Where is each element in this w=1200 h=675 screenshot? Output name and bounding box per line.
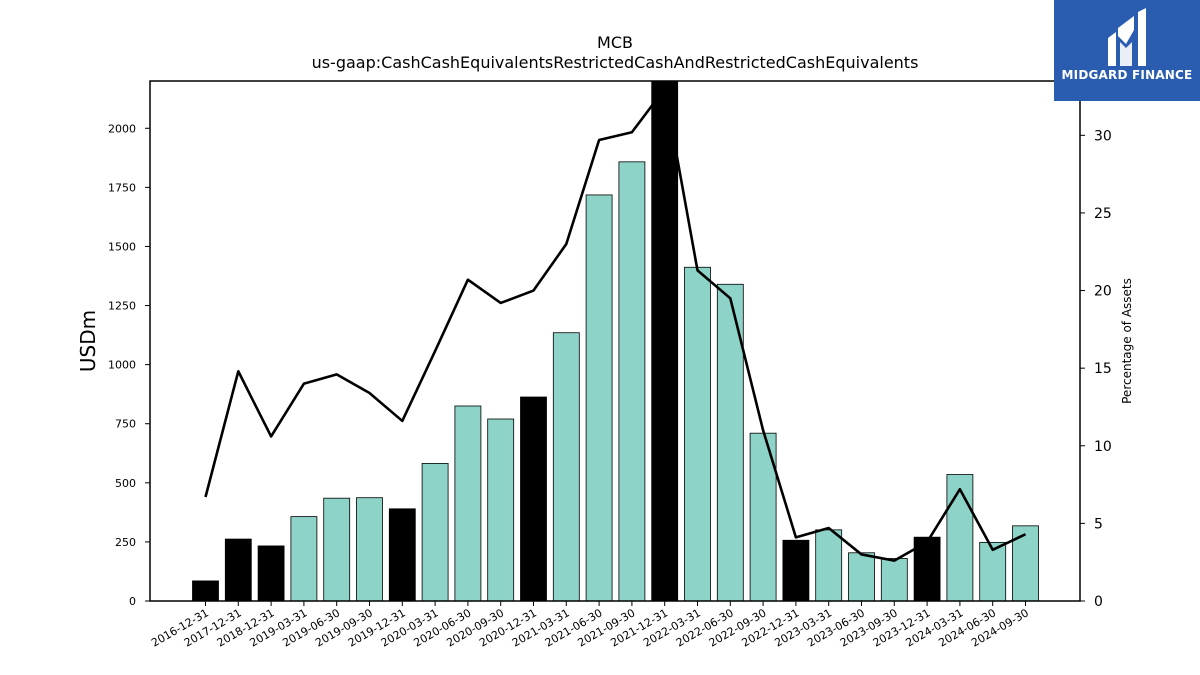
bar-2023-09-30 <box>880 558 908 601</box>
logo: MIDGARD FINANCE <box>1054 0 1200 101</box>
logo-text: MIDGARD FINANCE <box>1061 68 1193 82</box>
bar-2019-12-31 <box>388 508 416 601</box>
bar-2020-09-30 <box>487 418 515 601</box>
y-tick-label: 1000 <box>108 359 136 372</box>
y-right-tick-label: 10 <box>1094 439 1112 455</box>
bar-2021-12-31 <box>651 81 679 601</box>
line-layer <box>204 87 1027 562</box>
x-axis: 2016-12-312017-12-312018-12-312019-03-31… <box>149 601 1031 650</box>
y-right-tick-label: 15 <box>1094 361 1112 377</box>
y-tick-label: 1250 <box>108 300 136 313</box>
bar-2021-03-31 <box>552 332 580 601</box>
y-right-tick-label: 20 <box>1094 284 1112 300</box>
chart-title: MCB <box>597 33 633 52</box>
bar-2016-12-31 <box>192 580 219 601</box>
bar-2021-09-30 <box>618 161 646 601</box>
bar-2023-12-31 <box>913 536 941 601</box>
bar-2018-12-31 <box>257 545 285 601</box>
bars <box>192 81 1039 601</box>
bar-2019-03-31 <box>290 516 318 601</box>
bar-2024-09-30 <box>1012 525 1039 601</box>
plot-frame <box>149 80 1081 602</box>
y-right-tick-label: 5 <box>1094 516 1103 532</box>
y-right-tick-label: 0 <box>1094 594 1103 610</box>
bar-2019-09-30 <box>356 497 383 601</box>
y-axis-label-right: Percentage of Assets <box>1120 278 1134 404</box>
bar-2017-12-31 <box>224 538 252 601</box>
bar-2024-03-31 <box>946 474 974 601</box>
right-axis: 0 5 10 15 20 25 30 <box>1080 128 1112 610</box>
bar-2023-03-31 <box>815 529 843 601</box>
left-axis: 0 250 500 750 1000 1250 1500 1750 2000 <box>108 122 150 608</box>
bar-2022-03-31 <box>684 266 711 601</box>
series-line-percentage-of-assets <box>204 87 1027 562</box>
bar-2020-12-31 <box>520 396 547 601</box>
y-right-tick-label: 30 <box>1094 128 1112 144</box>
y-tick-label: 250 <box>115 536 136 549</box>
bar-2024-06-30 <box>979 541 1007 601</box>
y-axis-label: USDm <box>76 310 100 372</box>
bar-2019-06-30 <box>323 497 351 601</box>
bar-2023-06-30 <box>848 552 875 601</box>
chart-subtitle: us-gaap:CashCashEquivalentsRestrictedCas… <box>312 53 919 72</box>
y-tick-label: 0 <box>129 595 136 608</box>
y-tick-label: 1500 <box>108 240 136 253</box>
y-right-tick-label: 25 <box>1094 206 1112 222</box>
y-tick-label: 1750 <box>108 181 136 194</box>
bar-2020-06-30 <box>454 405 482 601</box>
bar-2022-12-31 <box>782 539 810 601</box>
y-tick-label: 750 <box>115 418 136 431</box>
bar-2020-03-31 <box>421 463 449 601</box>
bar-2021-06-30 <box>585 194 613 601</box>
y-tick-label: 500 <box>115 477 136 490</box>
y-tick-label: 2000 <box>108 122 136 135</box>
logo-mark-icon <box>1108 8 1146 66</box>
